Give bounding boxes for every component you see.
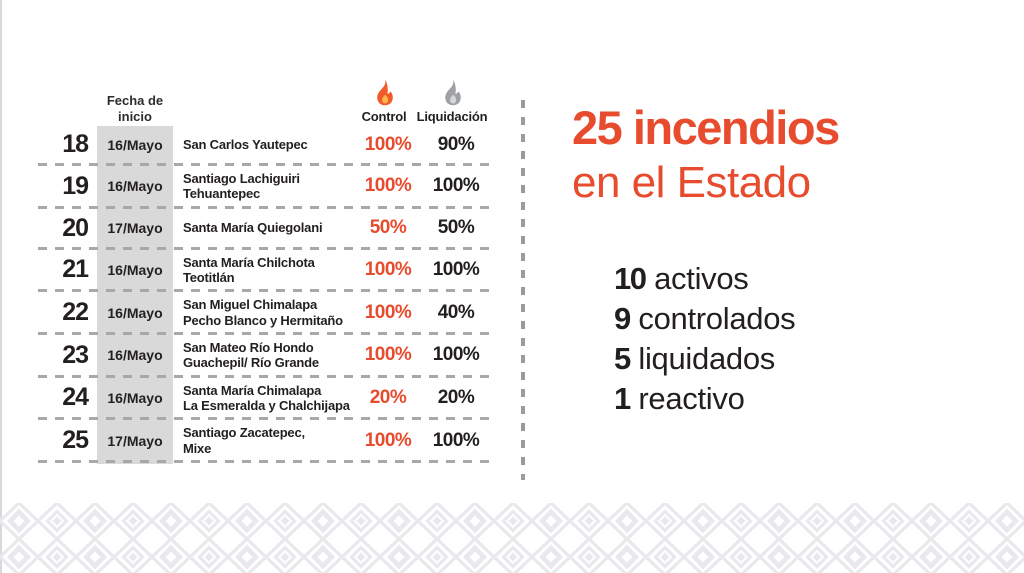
table-header: Fecha de inicio Control Liquidación — [38, 72, 494, 126]
row-start-date: 16/Mayo — [107, 178, 163, 195]
row-divider — [38, 459, 492, 463]
row-divider — [38, 417, 492, 421]
flame-gray-icon — [444, 79, 461, 106]
row-control-percent: 20% — [369, 386, 407, 408]
fires-table: Fecha de inicio Control Liquidación 18 16… — [38, 72, 494, 464]
row-control-percent: 100% — [364, 429, 412, 451]
stat-item: 10 activos — [614, 259, 992, 299]
row-start-date: 17/Mayo — [107, 220, 163, 237]
row-control-percent: 100% — [364, 133, 412, 155]
table-row: 22 16/Mayo San Miguel Chimalapa Pecho Blan… — [38, 293, 494, 336]
row-divider — [38, 374, 492, 378]
row-liquidacion-percent: 90% — [437, 133, 475, 155]
row-liquidacion-percent: 100% — [432, 258, 480, 280]
row-divider — [38, 331, 492, 335]
stats-list: 10 activos 9 controlados 5 liquidados 1 rea… — [614, 259, 992, 419]
stat-value: 5 — [614, 341, 631, 377]
row-number: 25 — [62, 426, 89, 455]
row-number: 23 — [62, 340, 89, 369]
row-start-date: 16/Mayo — [107, 389, 163, 406]
table-row: 18 16/Mayo San Carlos Yautepec 100% 90% — [38, 126, 494, 167]
liquidacion-header-label: Liquidación — [416, 109, 488, 124]
stat-value: 9 — [614, 301, 631, 337]
fecha-de-inicio-header: Fecha de inicio — [106, 93, 164, 124]
row-start-date: 17/Mayo — [107, 432, 163, 449]
row-number: 18 — [62, 130, 89, 158]
control-header-label: Control — [361, 109, 407, 124]
stat-item: 9 controlados — [614, 299, 992, 339]
stat-label: liquidados — [638, 341, 775, 377]
row-liquidacion-percent: 100% — [432, 429, 480, 451]
vertical-dotted-divider — [521, 100, 525, 480]
summary-title-scope: en el Estado — [572, 157, 811, 207]
row-control-percent: 100% — [364, 344, 412, 366]
row-liquidacion-percent: 100% — [432, 175, 480, 197]
left-edge-line — [0, 0, 2, 573]
row-number: 19 — [62, 171, 89, 200]
row-location: San Mateo Río Hondo Guachepil/ Río Grand… — [183, 339, 319, 371]
table-row: 20 17/Mayo Santa María Quiegolani 50% 50% — [38, 210, 494, 251]
row-start-date: 16/Mayo — [107, 136, 163, 153]
stat-label: controlados — [638, 301, 796, 337]
row-divider — [38, 246, 492, 250]
stat-value: 10 — [614, 261, 647, 297]
stat-value: 1 — [614, 381, 631, 417]
flame-orange-icon — [376, 79, 393, 106]
row-location: San Miguel Chimalapa Pecho Blanco y Herm… — [183, 297, 343, 328]
row-number: 20 — [62, 213, 89, 242]
row-control-percent: 50% — [369, 217, 407, 239]
summary-panel: 25 incendios en el Estado 10 activos 9 co… — [572, 101, 992, 419]
stat-label: activos — [654, 261, 749, 297]
row-start-date: 16/Mayo — [107, 304, 163, 321]
row-liquidacion-percent: 40% — [437, 301, 475, 323]
table-row: 24 16/Mayo Santa María Chimalapa La Esmera… — [38, 379, 494, 422]
row-control-percent: 100% — [364, 258, 412, 280]
row-liquidacion-percent: 20% — [437, 386, 475, 408]
table-rows: 18 16/Mayo San Carlos Yautepec 100% 90% 19 16/… — [38, 126, 494, 464]
row-start-date: 16/Mayo — [107, 347, 163, 364]
liquidacion-column-header: Liquidación — [414, 79, 490, 124]
ikat-diamond-pattern — [0, 503, 1024, 573]
summary-title-count: 25 incendios — [572, 101, 840, 154]
stat-item: 5 liquidados — [614, 339, 992, 379]
stat-item: 1 reactivo — [614, 379, 992, 419]
row-location: Santa María Chimalapa La Esmeralda y Cha… — [183, 382, 350, 413]
row-divider — [38, 205, 492, 209]
row-liquidacion-percent: 50% — [437, 217, 475, 239]
row-location: Santa María Chilchota Teotitlán — [183, 254, 315, 285]
table-row: 25 17/Mayo Santiago Zacatepec, Mixe 100% 100… — [38, 421, 494, 464]
row-location: Santa María Quiegolani — [183, 220, 323, 236]
row-divider — [38, 289, 492, 293]
row-control-percent: 100% — [364, 301, 412, 323]
row-location: San Carlos Yautepec — [183, 136, 308, 152]
row-number: 24 — [62, 383, 89, 412]
row-location: Santiago Lachiguiri Tehuantepec — [183, 171, 300, 202]
row-location: Santiago Zacatepec, Mixe — [183, 425, 305, 456]
row-number: 21 — [62, 255, 89, 284]
row-start-date: 16/Mayo — [107, 261, 163, 278]
table-row: 21 16/Mayo Santa María Chilchota Teotitlán… — [38, 251, 494, 294]
row-number: 22 — [62, 298, 89, 327]
stat-label: reactivo — [638, 381, 745, 417]
table-row: 23 16/Mayo San Mateo Río Hondo Guachepil/ … — [38, 336, 494, 379]
row-control-percent: 100% — [364, 175, 412, 197]
date-column-band — [97, 126, 173, 464]
row-divider — [38, 163, 492, 166]
table-row: 19 16/Mayo Santiago Lachiguiri Tehuantepec… — [38, 167, 494, 210]
control-column-header: Control — [354, 79, 414, 124]
row-liquidacion-percent: 100% — [432, 344, 480, 366]
